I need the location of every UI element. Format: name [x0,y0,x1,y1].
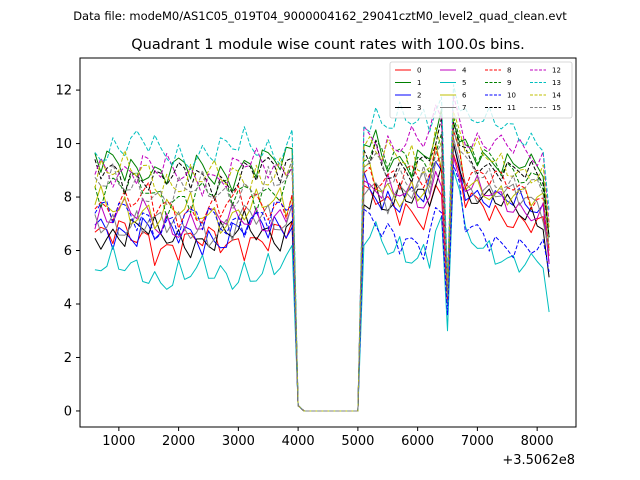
series-line-15 [94,129,550,412]
legend-label-7: 7 [462,104,466,112]
axes-frame [79,57,577,428]
x-axis: 1000 2000 3000 4000 5000 6000 7000 8000 [102,427,554,449]
y-tick-label: 6 [64,244,72,259]
x-tick-label: 7000 [461,434,494,449]
legend-label-0: 0 [417,67,421,75]
y-tick-label: 8 [64,191,72,206]
chart-title: Quadrant 1 module wise count rates with … [131,37,525,53]
legend-label-1: 1 [417,79,421,87]
series-layer [94,84,550,412]
y-tick-label: 10 [55,137,72,152]
plot-area: 1000 2000 3000 4000 5000 6000 7000 8000 0246810… [55,57,577,468]
legend-label-13: 13 [552,79,561,87]
legend-label-4: 4 [462,67,467,75]
figure-suptitle: Data file: modeM0/AS1C05_019T04_90000041… [73,9,567,23]
x-axis-offset-label: +3.5062e8 [502,453,575,468]
series-line-14 [94,111,550,412]
x-tick-label: 6000 [401,434,434,449]
x-tick-label: 3000 [222,434,255,449]
x-tick-label: 1000 [102,434,135,449]
legend-label-6: 6 [462,92,467,100]
y-axis: 0 2 4 6 8 10 12 [55,84,80,419]
x-tick-label: 4000 [282,434,315,449]
x-tick-label: 5000 [341,434,374,449]
legend-label-3: 3 [417,104,421,112]
legend-label-12: 12 [552,67,561,75]
legend-label-2: 2 [417,92,421,100]
legend-box [389,61,573,119]
x-tick-label: 2000 [162,434,195,449]
legend-label-15: 15 [552,104,561,112]
legend-label-9: 9 [507,79,511,87]
y-tick-label: 12 [55,84,72,99]
legend-label-8: 8 [507,67,511,75]
x-tick-label: 8000 [521,434,554,449]
y-tick-label: 4 [64,298,72,313]
y-tick-label: 2 [64,351,72,366]
legend-label-10: 10 [507,92,516,100]
legend-label-5: 5 [462,79,466,87]
legend-label-14: 14 [552,92,561,100]
y-tick-label: 0 [64,404,72,419]
legend-label-11: 11 [507,104,516,112]
